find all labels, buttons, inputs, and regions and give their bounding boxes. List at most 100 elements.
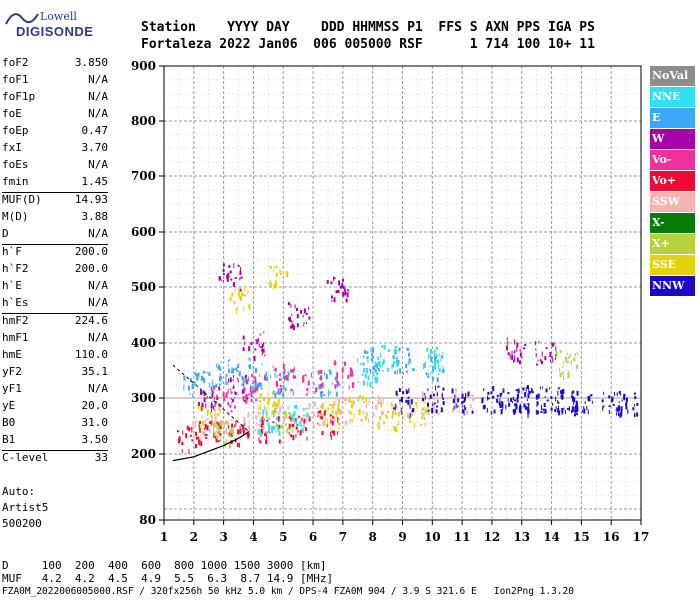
param-name: h`Es	[2, 296, 29, 309]
data-point	[254, 429, 257, 432]
data-point	[230, 390, 232, 395]
data-point	[299, 430, 302, 436]
data-point	[522, 387, 525, 391]
data-point	[253, 355, 256, 361]
data-point	[398, 347, 401, 351]
x-tick-label: 11	[454, 530, 471, 544]
data-point	[295, 307, 298, 311]
data-point	[215, 421, 217, 424]
data-point	[259, 404, 261, 409]
data-point	[251, 386, 253, 390]
data-point	[434, 364, 437, 367]
data-point	[214, 433, 217, 439]
data-point	[403, 372, 405, 376]
data-point	[330, 413, 332, 419]
data-point	[436, 360, 439, 364]
data-point	[193, 433, 195, 439]
data-point	[634, 396, 637, 400]
data-point	[292, 325, 295, 331]
data-point	[514, 355, 516, 360]
legend-item: NoVal	[650, 66, 695, 86]
data-point	[323, 394, 326, 397]
data-point	[363, 349, 366, 354]
param-value: 14.93	[74, 193, 108, 206]
data-point	[264, 373, 266, 377]
data-point	[576, 413, 579, 416]
data-point	[261, 343, 264, 347]
data-point	[282, 386, 284, 390]
data-point	[274, 280, 277, 286]
data-point	[634, 413, 636, 417]
data-point	[554, 408, 557, 412]
data-point	[203, 397, 206, 403]
data-point	[366, 351, 369, 355]
data-point	[377, 422, 380, 425]
data-point	[535, 394, 538, 400]
data-point	[423, 393, 425, 396]
data-point	[234, 392, 237, 396]
data-point	[227, 402, 230, 406]
param-row: h`E N/A	[2, 279, 108, 296]
data-point	[548, 387, 550, 390]
data-point	[431, 394, 433, 397]
param-name: D	[2, 227, 9, 240]
logo-lowell-text: Lowell	[40, 10, 77, 23]
data-point	[251, 382, 254, 385]
data-point	[338, 422, 341, 426]
data-point	[574, 410, 577, 414]
x-tick-label: 13	[513, 530, 530, 544]
data-point	[243, 399, 246, 402]
data-point	[308, 416, 311, 422]
data-point	[428, 353, 430, 359]
data-point	[189, 378, 192, 383]
data-point	[549, 351, 552, 357]
data-point	[338, 280, 341, 286]
data-point	[574, 356, 576, 362]
data-point	[206, 409, 209, 414]
data-point	[612, 403, 615, 406]
data-point	[344, 361, 347, 366]
data-point	[245, 377, 248, 382]
data-point	[490, 410, 492, 415]
data-point	[436, 392, 438, 397]
data-point	[282, 364, 285, 370]
data-point	[577, 352, 579, 356]
data-point	[551, 355, 553, 359]
data-point	[545, 347, 548, 350]
data-point	[335, 391, 338, 397]
data-point	[251, 374, 254, 378]
data-point	[217, 412, 220, 416]
data-point	[369, 368, 371, 372]
data-point	[194, 371, 196, 374]
data-point	[260, 345, 263, 348]
data-point	[334, 277, 336, 280]
data-point	[573, 358, 576, 361]
param-row: fxI 3.70	[2, 141, 108, 158]
data-point	[582, 409, 584, 413]
data-point	[260, 423, 263, 428]
data-point	[336, 380, 339, 385]
data-point	[464, 404, 466, 410]
data-point	[237, 429, 240, 435]
data-point	[230, 441, 233, 444]
data-point	[294, 304, 296, 309]
data-point	[619, 412, 622, 418]
data-point	[319, 405, 322, 408]
data-point	[378, 402, 381, 405]
data-point	[551, 342, 554, 347]
data-point	[225, 439, 227, 444]
data-point	[395, 356, 397, 360]
data-point	[422, 412, 425, 416]
data-point	[524, 344, 527, 347]
data-point	[390, 402, 392, 406]
data-point	[217, 425, 220, 431]
data-point	[513, 360, 515, 364]
data-point	[337, 431, 339, 434]
legend-item: X-	[650, 213, 695, 233]
data-point	[336, 415, 338, 419]
data-point	[275, 265, 278, 268]
data-point	[224, 431, 226, 435]
data-point	[576, 390, 579, 396]
data-point	[214, 416, 217, 422]
data-point	[195, 431, 198, 436]
